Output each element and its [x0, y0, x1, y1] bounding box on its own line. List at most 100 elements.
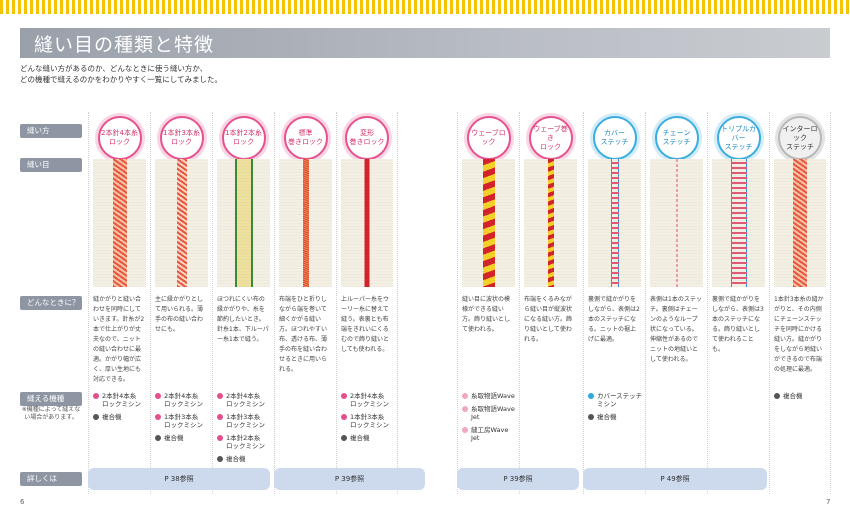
machine-label: カバーステッチミシン	[597, 392, 643, 408]
stitch-name: 1本針3本糸 ロック	[163, 129, 200, 147]
machine-bullet-icon	[462, 393, 468, 399]
stitch-name-circle: カバー ステッチ	[592, 116, 637, 160]
stitch-name-circle: 1本針2本糸 ロック	[221, 116, 266, 160]
seam-photo	[524, 159, 577, 287]
machine-bullet-icon	[341, 435, 347, 441]
machine-bullet-icon	[774, 393, 780, 399]
seam-stitch-image	[176, 159, 187, 287]
stitch-name: 変形 巻きロック	[350, 129, 385, 147]
stitch-name-line-2: ステッチ	[600, 138, 629, 146]
stitch-name: 2本針4本糸 ロック	[101, 129, 138, 147]
machine-label: 2本針4本糸 ロックミシン	[226, 392, 265, 408]
machine-name: 複合機	[226, 455, 246, 463]
seam-photo	[155, 159, 208, 287]
machine-name: 複合機	[597, 413, 617, 421]
machine-label: 2本針4本糸 ロックミシン	[164, 392, 203, 408]
machine-bullet-icon	[341, 414, 347, 420]
row-label-seam: 縫い目	[20, 158, 82, 172]
machine-item: 1本針3本糸 ロックミシン	[341, 413, 395, 429]
stitch-description: 表側は1本のステッチ。裏側はチェーンのようなループ状になっている。伸縮性があるの…	[650, 296, 702, 363]
machine-item: 複合機	[217, 455, 272, 463]
machine-name: カバーステッチミシン	[597, 392, 643, 408]
machine-label: 縫工房Wave Jet	[471, 426, 517, 442]
machine-name: 2本針4本糸	[350, 392, 385, 400]
machine-bullet-icon	[155, 393, 161, 399]
machine-name: 2本針4本糸	[164, 392, 199, 400]
machine-name: 1本針3本糸	[226, 413, 261, 421]
seam-photo	[93, 159, 146, 287]
stitch-description: 布端をひと折りしながら端を巻いて細くかがる縫い方。ほつれやすい布、透ける布、薄手…	[279, 296, 328, 373]
machine-name: 2本針4本糸	[226, 392, 261, 400]
machine-list: 2本針4本糸 ロックミシン 1本針3本糸 ロックミシン 1本針2本糸 ロックミシン 複合機	[217, 392, 272, 468]
stitch-name-line-2: ロック	[170, 138, 192, 146]
machine-label: 糸取物語Wave Jet	[471, 405, 517, 421]
stitch-description: 裏側で縫かがりをしながら、表側は2本のステッチになる。ニットの裾上げに最適。	[588, 296, 640, 343]
stitch-name: インターロック ステッチ	[780, 125, 820, 152]
machine-bullet-icon	[93, 414, 99, 420]
row-label-machines: 縫える機種	[20, 392, 82, 406]
stitch-name-circle: 変形 巻きロック	[345, 116, 389, 160]
stitch-name: ウェーブ巻き ロック	[531, 125, 571, 152]
machine-item: 複合機	[155, 434, 210, 442]
machine-item: 2本針4本糸 ロックミシン	[217, 392, 272, 408]
machine-name: 1本針2本糸	[226, 434, 261, 442]
stitch-name: カバー ステッチ	[601, 129, 629, 147]
stitch-column: 変形 巻きロック 上ルーパー糸をウーリー糸に替えて縫う。表裏とも布端をきれいにくるむ…	[336, 112, 398, 494]
machine-name-sub: ロックミシン	[350, 421, 389, 429]
stitch-name-line-1: 変形	[360, 129, 374, 137]
machine-bullet-icon	[217, 435, 223, 441]
machine-bullet-icon	[217, 414, 223, 420]
ref-pill[interactable]: P 39参照	[457, 468, 579, 490]
stitch-name-circle: 2本針4本糸 ロック	[97, 116, 142, 160]
stitch-name-circle: 1本針3本糸 ロック	[159, 116, 204, 160]
stitch-description: 縫い目に波状の模様ができる縫い方。飾り縫いとして使われる。	[462, 296, 511, 333]
stitch-name-circle: チェーン ステッチ	[654, 116, 699, 160]
page-title: 縫い目の種類と特徴	[34, 34, 215, 56]
stitch-name: ウェーブロック	[469, 129, 509, 147]
seam-stitch-image	[793, 159, 807, 287]
stitch-name-line-1: 2本針4本糸	[101, 129, 138, 137]
machine-name-sub: ロックミシン	[350, 400, 389, 408]
machine-list: 2本針4本糸 ロックミシン 1本針3本糸 ロックミシン 複合機	[341, 392, 395, 447]
machine-item: 複合機	[774, 392, 828, 400]
machine-label: 1本針2本糸 ロックミシン	[226, 434, 265, 450]
ref-pill[interactable]: P 38参照	[88, 468, 270, 490]
stitch-name: チェーン ステッチ	[663, 129, 691, 147]
machine-name: 複合機	[350, 434, 370, 442]
seam-photo	[650, 159, 703, 287]
stitch-column: トリプルカバー ステッチ 裏側で縫かがりをしながら、表側は3本のステッチになる。飾り…	[707, 112, 769, 494]
machine-item: 1本針3本糸 ロックミシン	[155, 413, 210, 429]
stitch-name-circle: 標準 巻きロック	[283, 116, 328, 160]
machine-name-sub: ロックミシン	[102, 400, 141, 408]
seam-stitch-image	[302, 159, 309, 287]
seam-stitch-image	[547, 159, 554, 287]
machine-item: 複合機	[341, 434, 395, 442]
stitch-name-line-1: チェーン	[662, 129, 691, 137]
machine-name-sub: ロックミシン	[226, 421, 265, 429]
stitch-column: 標準 巻きロック布端をひと折りしながら端を巻いて細くかがる縫い方。ほつれやすい布、…	[274, 112, 336, 494]
machine-name: 縫工房Wave Jet	[471, 426, 509, 442]
machine-label: 複合機	[226, 455, 246, 463]
ref-pill[interactable]: P 39参照	[274, 468, 425, 490]
stitch-name-line-1: ウェーブロック	[471, 129, 506, 146]
machine-label: 1本針3本糸 ロックミシン	[350, 413, 389, 429]
stitch-name-line-1: トリプルカバー	[721, 124, 756, 142]
stitch-column: 2本針4本糸 ロック 縫かがりと縫い合わせを同時にしていきます。針糸が2本で仕上がり…	[88, 112, 150, 494]
machine-label: 1本針3本糸 ロックミシン	[226, 413, 265, 429]
machine-item: 2本針4本糸 ロックミシン	[93, 392, 148, 408]
stitch-name-circle: インターロック ステッチ	[778, 116, 822, 160]
stitch-column: 1本針3本糸 ロック 主に縁かがりとして用いられる。薄手の布の縫い合わせにも。 2本針…	[150, 112, 212, 494]
stitch-name: トリプルカバー ステッチ	[719, 125, 759, 152]
machine-label: 複合機	[350, 434, 370, 442]
stitch-column: ウェーブロック縫い目に波状の模様ができる縫い方。飾り縫いとして使われる。糸取物語…	[457, 112, 519, 494]
stitch-name-circle: トリプルカバー ステッチ	[716, 116, 761, 160]
ref-pill[interactable]: P 49参照	[583, 468, 767, 490]
machine-label: 糸取物語Wave	[471, 392, 515, 400]
seam-photo	[462, 159, 515, 287]
stitch-name-line-2: ロック	[540, 142, 561, 151]
machine-item: 縫工房Wave Jet	[462, 426, 517, 442]
seam-photo	[712, 159, 765, 287]
machine-name: 糸取物語Wave	[471, 392, 515, 400]
machine-item: 糸取物語Wave	[462, 392, 517, 400]
machine-bullet-icon	[588, 414, 594, 420]
